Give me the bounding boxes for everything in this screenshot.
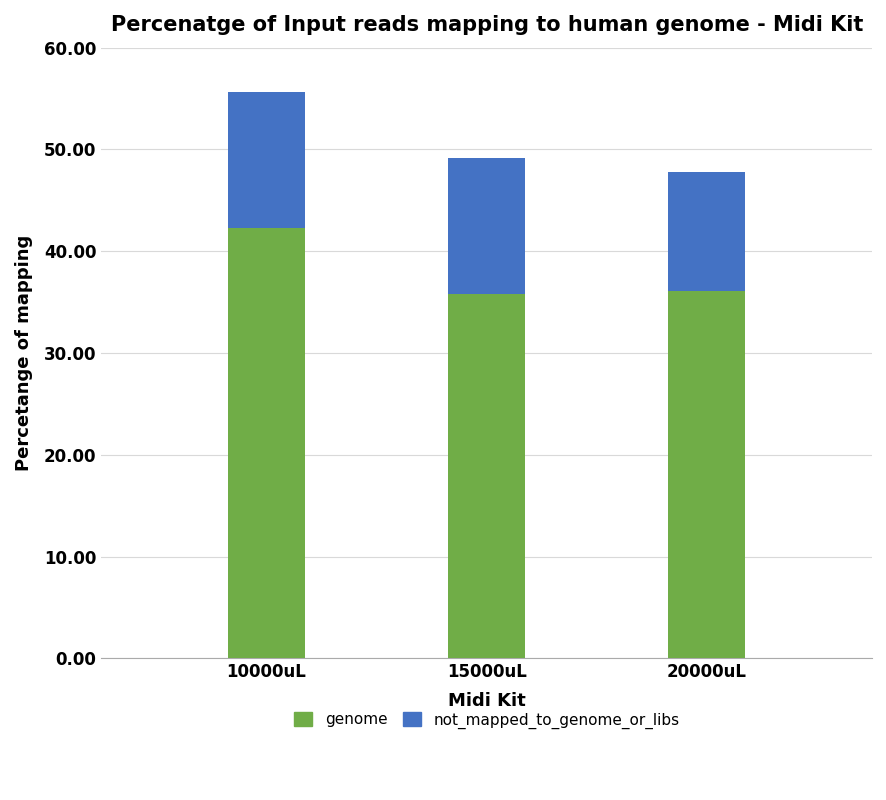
X-axis label: Midi Kit: Midi Kit <box>447 692 525 710</box>
Title: Percenatge of Input reads mapping to human genome - Midi Kit: Percenatge of Input reads mapping to hum… <box>111 15 862 35</box>
Bar <box>228 93 305 228</box>
Bar <box>447 294 525 658</box>
Bar <box>668 291 744 658</box>
Bar <box>447 158 525 294</box>
Y-axis label: Percetange of mapping: Percetange of mapping <box>15 235 33 471</box>
Bar <box>228 228 305 658</box>
Bar <box>668 172 744 291</box>
Legend: genome, not_mapped_to_genome_or_libs: genome, not_mapped_to_genome_or_libs <box>286 705 686 736</box>
